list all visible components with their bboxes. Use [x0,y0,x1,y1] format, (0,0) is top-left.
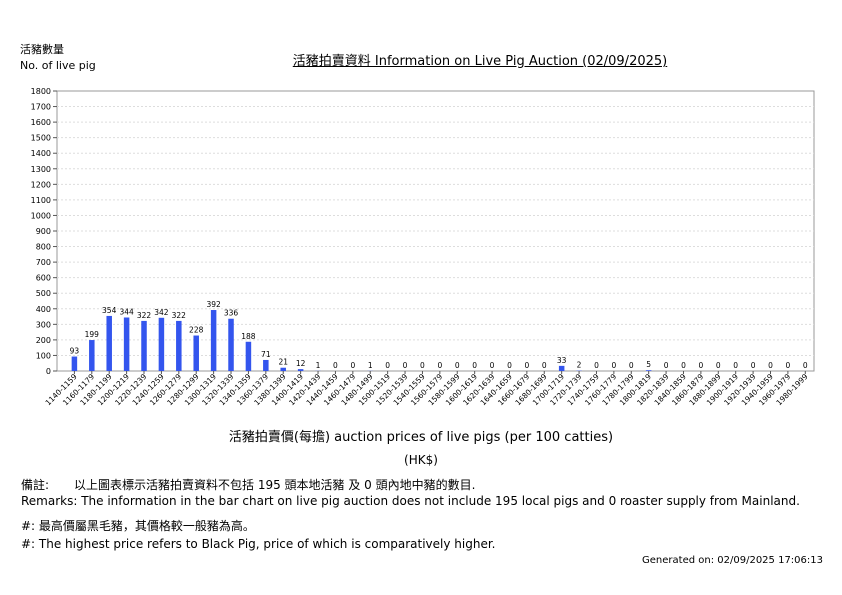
y-tick-label: 700 [36,258,51,267]
x-axis-unit: (HK$) [404,453,438,467]
bar-value-label: 342 [154,308,169,317]
bar [89,340,95,371]
y-tick-label: 200 [36,336,51,345]
bar [245,341,252,371]
bar [123,317,130,371]
bar-value-label: 0 [611,361,616,370]
y-tick-label: 1700 [31,103,51,112]
x-axis-title: 活豬拍賣價(每擔) auction prices of live pigs (p… [228,430,614,445]
bar-value-label: 0 [542,361,547,370]
y-tick-label: 1600 [31,118,51,127]
bar-value-label: 0 [455,361,460,370]
bar-value-label: 2 [577,361,582,370]
remark-label-zh: 備註: [21,478,50,492]
bar-value-label: 322 [172,311,187,320]
bar-value-label: 0 [733,361,738,370]
y-tick-label: 1800 [31,87,51,96]
bar-value-label: 1 [316,361,321,370]
y-tick-label: 1100 [31,196,51,205]
bar [176,320,182,371]
bar-value-label: 93 [70,347,80,356]
bar-value-label: 0 [681,361,686,370]
y-tick-label: 1000 [31,211,51,220]
bar-value-label: 188 [241,332,256,341]
bar-value-label: 1 [368,361,373,370]
bar-value-label: 0 [472,361,477,370]
chart-title: 活豬拍賣資料 Information on Live Pig Auction (… [292,54,668,69]
bar-chart: 0100200300400500600700800900100011001200… [31,87,815,407]
y-tick-label: 1500 [31,134,51,143]
bar-value-label: 5 [646,360,651,369]
bar [141,320,147,371]
y-tick-label: 600 [36,274,51,283]
bar-value-label: 0 [385,361,390,370]
y-tick-label: 1200 [31,180,51,189]
generated-timestamp: Generated on: 02/09/2025 17:06:13 [642,555,823,566]
bar-value-label: 392 [206,300,221,309]
y-tick-label: 400 [36,305,51,314]
y-tick-label: 900 [36,227,51,236]
y-tick-label: 300 [36,320,51,329]
bar [158,317,165,371]
y-tick-label: 800 [36,243,51,252]
bar-value-label: 71 [261,350,271,359]
hash-note-en: #: The highest price refers to Black Pig… [21,537,496,551]
bar-value-label: 0 [333,361,338,370]
y-tick-label: 1400 [31,149,51,158]
bar-value-label: 0 [664,361,669,370]
bar [71,356,78,371]
bar-value-label: 199 [85,330,100,339]
bar-value-label: 0 [507,361,512,370]
bar-value-label: 228 [189,326,204,335]
y-tick-label: 1300 [31,165,51,174]
bar-value-label: 33 [557,356,567,365]
bar-value-label: 0 [698,361,703,370]
bar-value-label: 0 [594,361,599,370]
bar-value-label: 0 [350,361,355,370]
bar-value-label: 0 [403,361,408,370]
y-axis-title-en: No. of live pig [20,59,96,72]
bar-value-label: 12 [296,359,306,368]
remark-en: Remarks: The information in the bar char… [21,494,800,508]
bar-value-label: 0 [490,361,495,370]
bar [228,318,234,371]
bar [193,335,199,371]
bar [280,367,286,371]
bar-value-label: 0 [524,361,529,370]
hash-note-zh: #: 最高價屬黑毛豬，其價格較一般豬為高。 [21,519,255,533]
bar-value-label: 0 [629,361,634,370]
bar-value-label: 344 [119,307,134,316]
y-axis-title-zh: 活豬數量 [20,43,64,56]
bar-value-label: 354 [102,306,117,315]
bar-value-label: 0 [716,361,721,370]
bar-value-label: 21 [278,358,288,367]
bar [297,369,304,371]
bar-value-label: 0 [751,361,756,370]
bar-value-label: 322 [137,311,152,320]
bar-value-label: 0 [768,361,773,370]
bar [263,359,269,371]
y-tick-label: 0 [46,367,51,376]
bar-value-label: 0 [437,361,442,370]
bar [210,310,217,371]
bar [645,370,652,371]
bar-value-label: 0 [786,361,791,370]
bar [106,315,112,371]
y-tick-label: 500 [36,289,51,298]
y-tick-label: 100 [36,351,51,360]
bar-value-label: 336 [224,309,239,318]
remark-zh: 以上圖表標示活豬拍賣資料不包括 195 頭本地活豬 及 0 頭內地中豬的數目. [74,478,476,492]
bar [558,365,565,371]
bar-value-label: 0 [420,361,425,370]
bar-value-label: 0 [803,361,808,370]
